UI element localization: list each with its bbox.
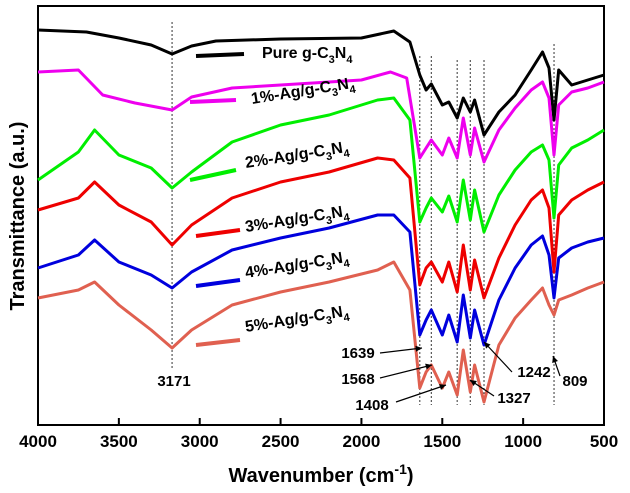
legend-swatch-3 bbox=[195, 228, 241, 238]
peak-arrowhead bbox=[484, 342, 491, 349]
peak-label: 809 bbox=[562, 373, 587, 390]
series-line-2 bbox=[37, 96, 605, 234]
legend-swatch-5 bbox=[195, 338, 241, 347]
x-tick-label: 500 bbox=[590, 432, 618, 451]
series-line-5 bbox=[37, 260, 605, 404]
peak-label: 1568 bbox=[341, 371, 374, 388]
x-tick-label: 1000 bbox=[504, 432, 542, 451]
x-tick-label: 4000 bbox=[19, 432, 57, 451]
peak-arrowhead bbox=[439, 384, 446, 390]
peak-arrowhead bbox=[552, 356, 558, 363]
peak-label: 1408 bbox=[355, 397, 388, 414]
peak-label: 1242 bbox=[517, 364, 550, 381]
legend-swatch-4 bbox=[195, 278, 241, 288]
peak-arrow bbox=[483, 341, 513, 373]
legend-label-0: Pure g-C3N4 bbox=[262, 45, 353, 66]
x-tick-label: 3500 bbox=[100, 432, 138, 451]
legend-swatch-0 bbox=[195, 52, 245, 58]
peak-arrow bbox=[395, 384, 447, 403]
peak-labels: 3171 1639 1568 1408 1327 1242 809 bbox=[157, 341, 588, 414]
x-axis-title: Wavenumber (cm-1) bbox=[228, 461, 413, 487]
series-line-3 bbox=[37, 156, 605, 300]
legend-swatch-1 bbox=[189, 98, 237, 104]
x-tick-label: 2500 bbox=[262, 432, 300, 451]
x-tick-label: 1500 bbox=[423, 432, 461, 451]
series-line-0 bbox=[37, 28, 605, 137]
series-line-4 bbox=[37, 213, 605, 347]
peak-arrowhead bbox=[415, 345, 422, 352]
peak-label: 3171 bbox=[157, 373, 190, 390]
series-line-1 bbox=[37, 68, 605, 164]
legend-label-1: 1%-Ag/g-C3N4 bbox=[250, 75, 358, 112]
peak-label: 1639 bbox=[341, 345, 374, 362]
plot-frame bbox=[37, 5, 605, 426]
legend-layer: Pure g-C3N41%-Ag/g-C3N42%-Ag/g-C3N43%-Ag… bbox=[189, 45, 358, 347]
legend-label-5: 5%-Ag/g-C3N4 bbox=[244, 303, 352, 340]
legend-swatch-2 bbox=[189, 168, 237, 182]
peak-label: 1327 bbox=[497, 390, 530, 407]
y-axis-title: Transmittance (a.u.) bbox=[7, 122, 29, 311]
x-axis-ticks: 4000 3500 3000 2500 2000 1500 1000 500 bbox=[19, 418, 618, 451]
peak-arrow bbox=[379, 347, 423, 354]
peak-arrowhead bbox=[470, 380, 477, 387]
peak-arrow bbox=[379, 364, 433, 379]
x-tick-label: 2000 bbox=[343, 432, 381, 451]
x-tick-label: 3000 bbox=[181, 432, 219, 451]
peak-arrowhead bbox=[425, 363, 432, 370]
